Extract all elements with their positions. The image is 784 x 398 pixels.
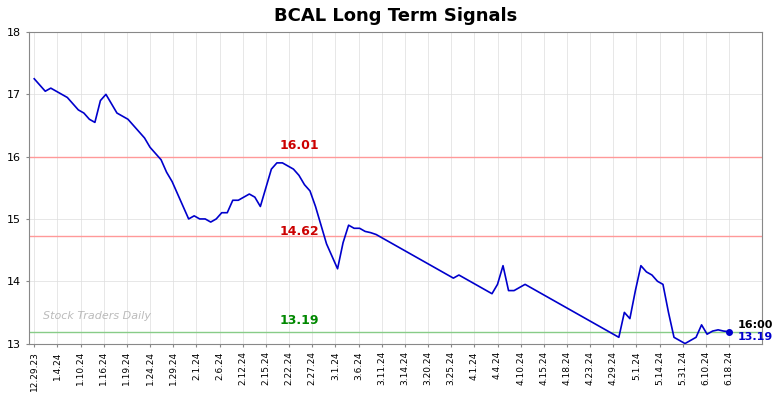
Text: 14.62: 14.62: [279, 225, 319, 238]
Text: 16:00: 16:00: [738, 320, 773, 330]
Text: 16.01: 16.01: [279, 139, 319, 152]
Text: 13.19: 13.19: [279, 314, 319, 327]
Text: 13.19: 13.19: [738, 332, 773, 342]
Text: Stock Traders Daily: Stock Traders Daily: [43, 310, 151, 321]
Title: BCAL Long Term Signals: BCAL Long Term Signals: [274, 7, 517, 25]
